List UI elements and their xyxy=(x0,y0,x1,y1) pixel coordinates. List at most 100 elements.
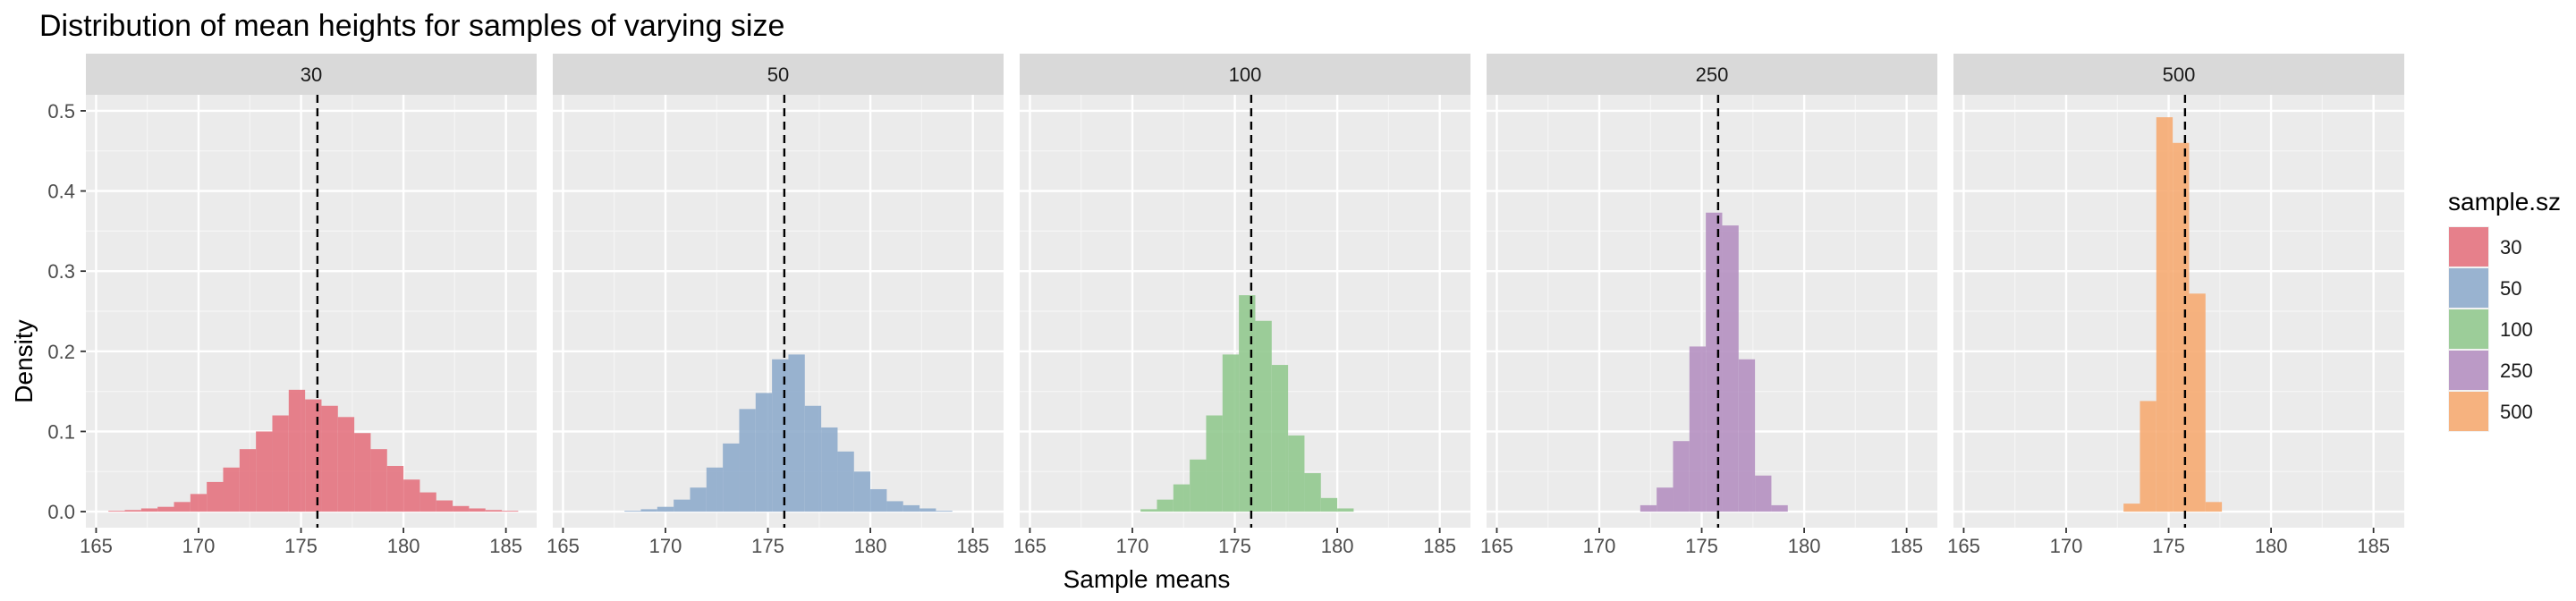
x-tick-label: 165 xyxy=(80,535,113,557)
legend-label: 30 xyxy=(2500,236,2521,258)
histogram-bar xyxy=(1755,475,1772,512)
facet-strip-label: 250 xyxy=(1696,63,1729,86)
histogram-bar xyxy=(354,433,371,512)
chart-title: Distribution of mean heights for samples… xyxy=(39,9,784,43)
histogram-bar xyxy=(469,508,486,512)
x-tick-label: 175 xyxy=(2152,535,2185,557)
facet-panel: 250 165 170 175 180 185 xyxy=(1480,54,1937,557)
histogram-bar xyxy=(2173,142,2190,512)
histogram-bar xyxy=(837,451,854,512)
histogram-bar xyxy=(657,506,674,512)
x-tick-label: 185 xyxy=(489,535,522,557)
histogram-bar xyxy=(272,415,289,512)
x-tick-label: 180 xyxy=(854,535,887,557)
x-tick-label: 170 xyxy=(649,535,682,557)
facet-strip xyxy=(553,54,1004,95)
histogram-bar xyxy=(386,465,404,512)
histogram-bar xyxy=(256,431,273,512)
histogram-bar xyxy=(788,354,805,512)
legend: sample.sz 30 50 100 250 500 xyxy=(2448,188,2561,432)
x-tick-label: 165 xyxy=(1013,535,1046,557)
histogram-bar xyxy=(502,511,519,512)
histogram-bar xyxy=(640,509,657,512)
x-tick-label: 165 xyxy=(547,535,580,557)
histogram-bar xyxy=(485,510,503,512)
histogram-bar xyxy=(690,487,707,512)
x-tick-label: 185 xyxy=(1890,535,1923,557)
histogram-bar xyxy=(1640,504,1657,512)
y-tick-label: 0.3 xyxy=(47,260,75,283)
facet-strip xyxy=(1953,54,2404,95)
histogram-bar xyxy=(706,467,724,512)
facet-strip-label: 100 xyxy=(1229,63,1262,86)
x-tick-label: 180 xyxy=(1788,535,1821,557)
y-tick-label: 0.0 xyxy=(47,501,75,523)
x-tick-label: 170 xyxy=(182,535,216,557)
x-tick-label: 170 xyxy=(1583,535,1616,557)
x-tick-label: 165 xyxy=(1947,535,1980,557)
y-tick-label: 0.2 xyxy=(47,341,75,363)
x-tick-label: 185 xyxy=(1423,535,1456,557)
legend-swatch xyxy=(2449,351,2488,390)
histogram-bar xyxy=(1722,225,1739,512)
histogram-bar xyxy=(419,492,436,512)
histogram-bar xyxy=(108,511,125,512)
x-tick-label: 175 xyxy=(1218,535,1251,557)
histogram-bar xyxy=(1206,415,1223,512)
histogram-bar xyxy=(403,479,420,512)
legend-swatch xyxy=(2449,227,2488,267)
x-tick-label: 185 xyxy=(956,535,989,557)
histogram-bar xyxy=(1738,359,1756,512)
histogram-bar xyxy=(1157,499,1174,512)
histogram-bar xyxy=(1288,435,1305,512)
histogram-bar xyxy=(1657,487,1674,512)
histogram-bar xyxy=(157,506,174,512)
histogram-bar xyxy=(223,467,240,512)
x-tick-label: 175 xyxy=(1685,535,1718,557)
histogram-bar xyxy=(1173,484,1191,512)
facet-panels: 30 165 170 175 180 185 50 165 170 175 180 185 100 165… xyxy=(80,54,2404,557)
histogram-bar xyxy=(288,389,306,512)
facet-panel: 500 165 170 175 180 185 xyxy=(1947,54,2404,557)
facet-strip-label: 50 xyxy=(767,63,789,86)
histogram-bar xyxy=(1239,295,1256,512)
histogram-bar xyxy=(453,505,470,512)
histogram-bar xyxy=(2189,293,2206,512)
facet-strip-label: 30 xyxy=(301,63,322,86)
y-tick-label: 0.5 xyxy=(47,100,75,123)
x-tick-label: 175 xyxy=(751,535,784,557)
legend-swatch xyxy=(2449,268,2488,308)
histogram-bar xyxy=(2140,401,2157,512)
histogram-bar xyxy=(1337,508,1354,512)
legend-label: 250 xyxy=(2500,360,2533,382)
histogram-bar xyxy=(190,494,208,512)
histogram-bar xyxy=(739,409,756,512)
y-tick-label: 0.1 xyxy=(47,420,75,443)
facet-strip xyxy=(1020,54,1470,95)
histogram-bar xyxy=(902,504,920,512)
histogram-bar xyxy=(1689,346,1707,512)
histogram-bar xyxy=(886,501,903,512)
x-tick-label: 170 xyxy=(1116,535,1149,557)
facet-strip-label: 500 xyxy=(2163,63,2196,86)
x-tick-label: 180 xyxy=(387,535,420,557)
legend-swatch xyxy=(2449,392,2488,431)
x-tick-label: 180 xyxy=(1321,535,1354,557)
legend-label: 50 xyxy=(2500,277,2521,300)
y-tick-label: 0.4 xyxy=(47,181,75,203)
histogram-bar xyxy=(207,481,224,512)
histogram-bar xyxy=(140,508,158,512)
histogram-bar xyxy=(436,500,453,512)
histogram-bar xyxy=(2205,502,2223,512)
histogram-bar xyxy=(2156,117,2174,512)
histogram-bar xyxy=(305,399,322,512)
histogram-bar xyxy=(821,427,838,512)
histogram-bar xyxy=(239,449,257,512)
histogram-bar xyxy=(321,405,338,512)
legend-swatch xyxy=(2449,309,2488,349)
histogram-bar xyxy=(804,405,822,512)
histogram-bar xyxy=(1771,504,1788,512)
facet-panel: 30 165 170 175 180 185 xyxy=(80,54,537,557)
histogram-bar xyxy=(853,471,871,512)
